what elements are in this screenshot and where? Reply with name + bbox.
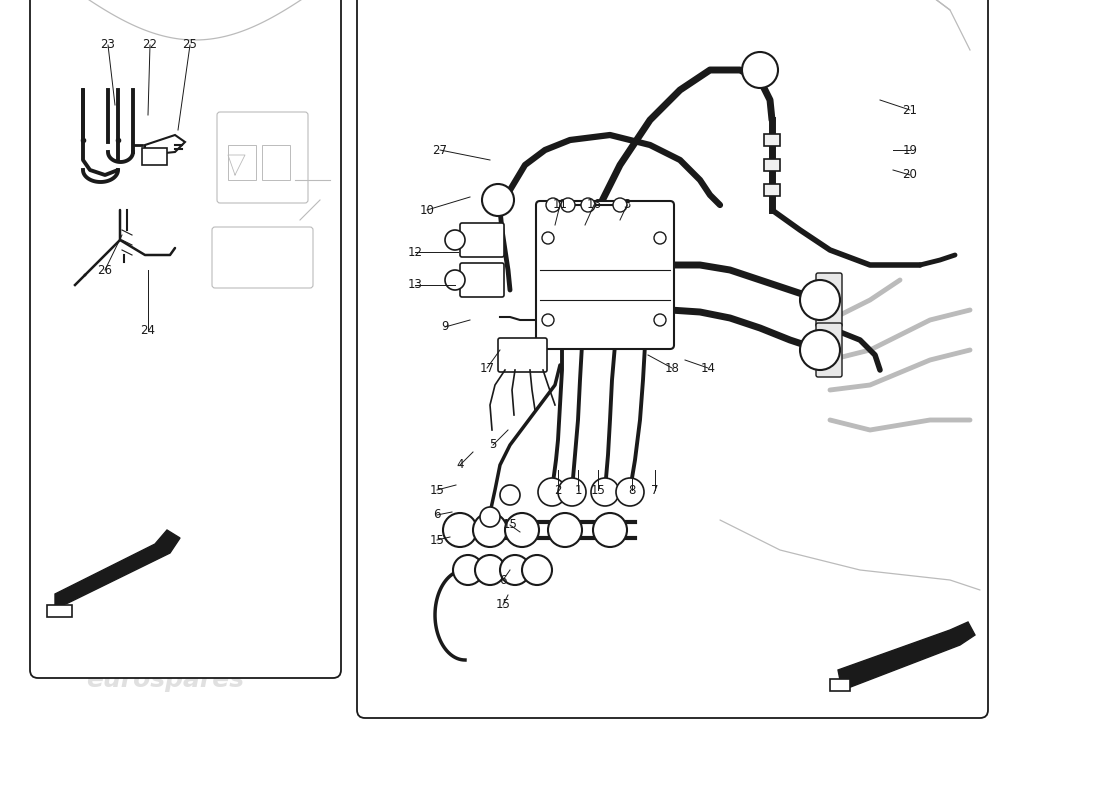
Text: 7: 7 [651, 483, 659, 497]
FancyBboxPatch shape [498, 338, 547, 372]
Circle shape [446, 270, 465, 290]
Text: 21: 21 [902, 103, 917, 117]
Text: 27: 27 [432, 143, 448, 157]
Text: 15: 15 [430, 483, 444, 497]
Text: eurospares: eurospares [571, 168, 729, 192]
Polygon shape [838, 622, 975, 688]
Text: 26: 26 [98, 263, 112, 277]
Text: 15: 15 [496, 598, 510, 611]
Circle shape [542, 314, 554, 326]
Text: 3: 3 [624, 198, 630, 211]
Polygon shape [145, 135, 185, 155]
Circle shape [500, 555, 530, 585]
Text: 25: 25 [183, 38, 197, 51]
Text: eurospares: eurospares [86, 408, 244, 432]
FancyBboxPatch shape [816, 273, 842, 327]
Bar [764, 134, 780, 146]
Circle shape [591, 478, 619, 506]
Text: 23: 23 [100, 38, 116, 51]
Text: 19: 19 [902, 143, 917, 157]
Circle shape [443, 513, 477, 547]
Text: 1: 1 [574, 483, 582, 497]
FancyBboxPatch shape [358, 0, 988, 718]
Circle shape [742, 52, 778, 88]
FancyBboxPatch shape [816, 323, 842, 377]
Text: 4: 4 [456, 458, 464, 471]
Polygon shape [55, 530, 180, 608]
Circle shape [500, 485, 520, 505]
FancyBboxPatch shape [460, 263, 504, 297]
FancyBboxPatch shape [212, 227, 314, 288]
Bar [830, 679, 850, 691]
Circle shape [558, 478, 586, 506]
Circle shape [654, 232, 666, 244]
Bar [764, 159, 780, 171]
Bar [262, 145, 290, 180]
Circle shape [522, 555, 552, 585]
Circle shape [480, 507, 501, 527]
Text: 22: 22 [143, 38, 157, 51]
Bar [764, 184, 780, 196]
Circle shape [475, 555, 505, 585]
FancyBboxPatch shape [30, 0, 341, 678]
Text: eurospares: eurospares [571, 668, 729, 692]
Text: 20: 20 [903, 169, 917, 182]
FancyBboxPatch shape [460, 223, 504, 257]
Text: 15: 15 [430, 534, 444, 546]
Text: 2: 2 [554, 483, 562, 497]
Bar [47, 605, 72, 617]
Text: 13: 13 [408, 278, 422, 291]
Circle shape [654, 314, 666, 326]
Circle shape [446, 230, 465, 250]
Circle shape [482, 184, 514, 216]
Text: 11: 11 [552, 198, 568, 211]
Circle shape [548, 513, 582, 547]
Text: 14: 14 [701, 362, 715, 374]
Circle shape [800, 280, 840, 320]
Text: 5: 5 [490, 438, 497, 451]
Circle shape [542, 232, 554, 244]
Text: 6: 6 [433, 509, 441, 522]
Text: 15: 15 [591, 483, 605, 497]
Circle shape [561, 198, 575, 212]
Circle shape [593, 513, 627, 547]
Text: eurospares: eurospares [86, 668, 244, 692]
Circle shape [613, 198, 627, 212]
Text: 17: 17 [480, 362, 495, 374]
Text: 6: 6 [499, 574, 507, 586]
Circle shape [616, 478, 644, 506]
Circle shape [538, 478, 566, 506]
Text: 12: 12 [407, 246, 422, 258]
Text: 18: 18 [664, 362, 680, 374]
Circle shape [581, 198, 595, 212]
Text: 24: 24 [141, 323, 155, 337]
Text: 16: 16 [586, 198, 602, 211]
Text: 8: 8 [628, 483, 636, 497]
FancyBboxPatch shape [536, 201, 674, 349]
Circle shape [473, 513, 507, 547]
Bar [142, 148, 167, 165]
Circle shape [505, 513, 539, 547]
Circle shape [546, 198, 560, 212]
Text: 9: 9 [441, 321, 449, 334]
Text: 10: 10 [419, 203, 435, 217]
Bar [228, 145, 256, 180]
Text: eurospares: eurospares [571, 408, 729, 432]
Circle shape [453, 555, 483, 585]
FancyBboxPatch shape [217, 112, 308, 203]
Text: 15: 15 [503, 518, 517, 531]
Circle shape [800, 330, 840, 370]
